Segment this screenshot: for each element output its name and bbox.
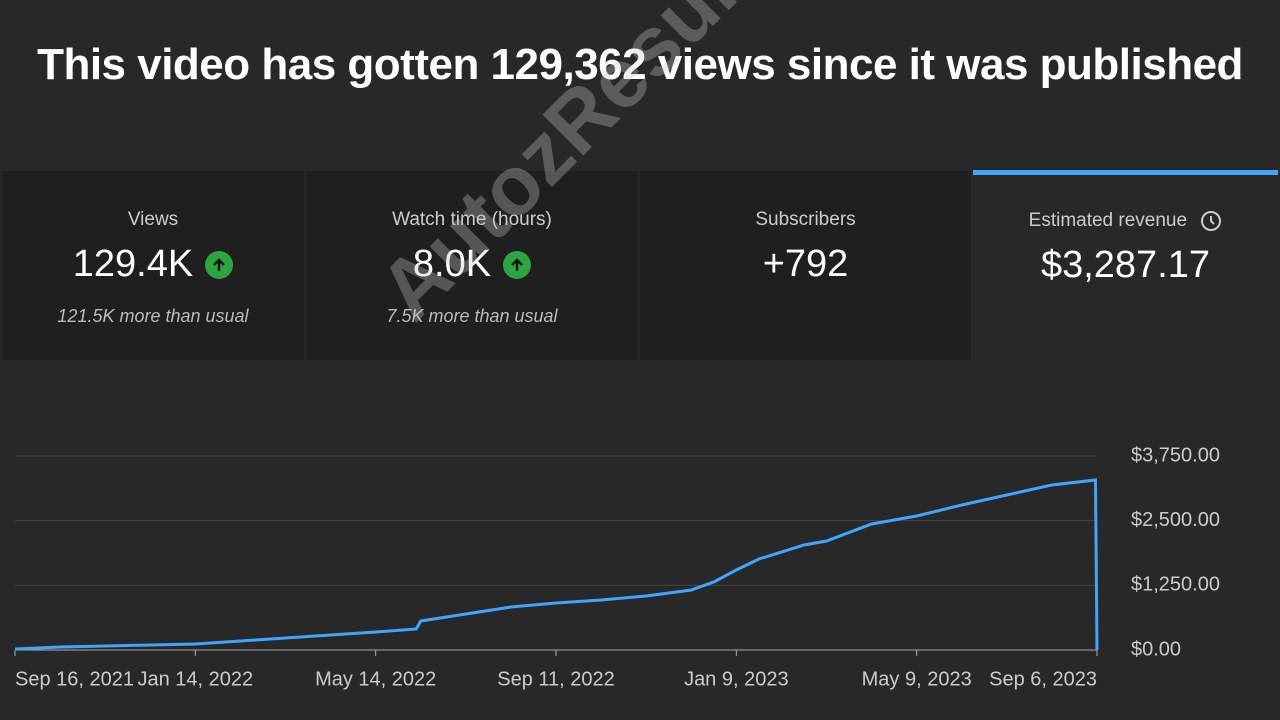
- card-label: Watch time (hours): [392, 209, 552, 230]
- clock-icon: [1201, 211, 1222, 231]
- y-tick-label: $1,250.00: [1131, 574, 1220, 596]
- x-tick-label: Jan 9, 2023: [684, 668, 789, 690]
- y-tick-label: $0.00: [1131, 638, 1181, 660]
- card-value: 129.4K: [72, 243, 194, 285]
- y-tick-label: $3,750.00: [1131, 444, 1220, 466]
- x-tick-label: Sep 11, 2022: [497, 668, 615, 690]
- card-value: $3,287.17: [1040, 244, 1211, 286]
- up-icon: [205, 250, 234, 279]
- y-tick-label: $2,500.00: [1131, 509, 1220, 531]
- up-icon: [503, 250, 532, 279]
- x-tick-label: May 9, 2023: [862, 668, 972, 690]
- card-label-row: Estimated revenue: [973, 210, 1278, 232]
- title: This video has gotten 129,362 views sinc…: [37, 40, 1243, 89]
- card-note: 7.5K more than usual: [386, 306, 558, 326]
- card-label: Subscribers: [755, 209, 856, 230]
- x-tick-label: May 14, 2022: [315, 668, 436, 690]
- x-tick-label: Sep 16, 2021: [15, 668, 134, 690]
- card-label: Views: [127, 209, 179, 230]
- card-label: Estimated revenue: [1028, 210, 1188, 232]
- card-note: 121.5K more than usual: [57, 306, 249, 326]
- card-value: 8.0K: [412, 243, 492, 285]
- subs-card[interactable]: Subscribers +792: [640, 171, 971, 360]
- watch-card[interactable]: Watch time (hours) 8.0K 7.5K more than u…: [306, 171, 638, 360]
- views-card[interactable]: Views 129.4K 121.5K more than usual: [2, 171, 304, 360]
- revenue-line: [14, 478, 1099, 651]
- x-tick-label: Jan 14, 2022: [138, 668, 254, 690]
- x-tick-label: Sep 6, 2023: [989, 668, 1097, 690]
- revenue-card[interactable]: Estimated revenue $3,287.17: [973, 170, 1278, 364]
- card-value: +792: [762, 243, 849, 285]
